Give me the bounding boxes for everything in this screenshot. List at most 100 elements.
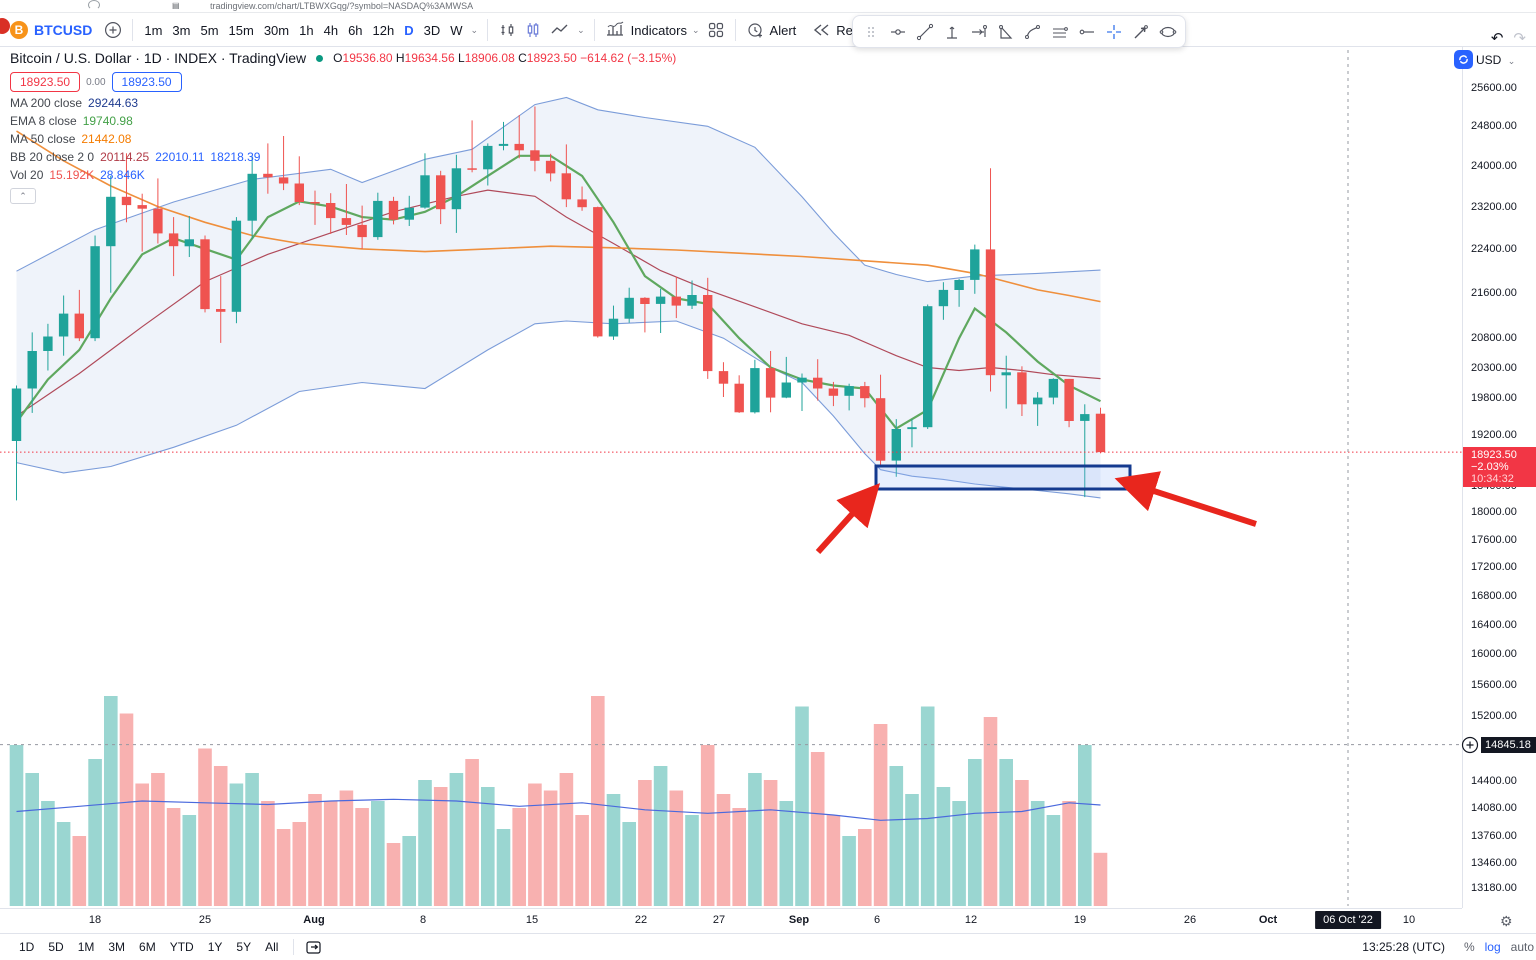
candle-body bbox=[530, 150, 540, 161]
toolbar-separator bbox=[593, 19, 595, 41]
sync-icon[interactable] bbox=[1454, 50, 1473, 69]
volume-bar bbox=[512, 808, 526, 906]
timeframe-12h[interactable]: 12h bbox=[372, 22, 395, 38]
candle-body bbox=[1064, 378, 1074, 421]
undo-icon[interactable]: ↶ bbox=[1490, 30, 1504, 47]
candle-body bbox=[923, 306, 933, 428]
drag-handle-icon[interactable] bbox=[857, 18, 884, 45]
timeframe-W[interactable]: W bbox=[450, 22, 463, 38]
candle-body bbox=[483, 145, 493, 170]
percent-scale-toggle[interactable]: % bbox=[1463, 940, 1475, 954]
legend-collapse-button[interactable]: ⌃ bbox=[10, 188, 36, 204]
utc-clock[interactable]: 13:25:28 (UTC) bbox=[1362, 940, 1445, 954]
price-axis[interactable]: 25600.00 24800.00 24000.00 23200.00 22400.00… bbox=[1461, 47, 1536, 908]
range-5d[interactable]: 5D bbox=[48, 940, 64, 954]
chart-legend: Bitcoin / U.S. Dollar · 1D · INDEX · Tra… bbox=[10, 50, 676, 204]
volume-bar bbox=[151, 773, 165, 906]
timeframe-5m[interactable]: 5m bbox=[200, 22, 219, 38]
volume-bars bbox=[9, 696, 1108, 906]
legend-row[interactable]: Vol 20 15.192K 28.846K bbox=[10, 168, 676, 182]
timeframe-1h[interactable]: 1h bbox=[299, 22, 314, 38]
extended-line-icon[interactable] bbox=[965, 18, 992, 45]
parallel-channel-icon[interactable] bbox=[1046, 18, 1073, 45]
range-all[interactable]: All bbox=[265, 940, 279, 954]
bollinger-lower-line bbox=[16, 320, 1101, 499]
indicators-icon[interactable] bbox=[601, 19, 629, 41]
trend-line-icon[interactable] bbox=[911, 18, 938, 45]
bar-style-icon[interactable] bbox=[494, 19, 520, 41]
url-bar[interactable]: tradingview.com/chart/LTBWXGqg/?symbol=N… bbox=[210, 1, 1030, 12]
timeframe-3D[interactable]: 3D bbox=[423, 22, 441, 38]
axis-settings-gear-icon[interactable]: ⚙ bbox=[1500, 913, 1513, 929]
candle-body bbox=[216, 309, 226, 312]
range-1y[interactable]: 1Y bbox=[207, 940, 223, 954]
volume-bar bbox=[748, 773, 762, 906]
range-3m[interactable]: 3M bbox=[108, 940, 126, 954]
range-ytd[interactable]: YTD bbox=[169, 940, 194, 954]
crosshair-icon[interactable] bbox=[1100, 18, 1127, 45]
legend-row[interactable]: BB 20 close 2 0 20114.25 22010.11 18218.39 bbox=[10, 150, 676, 164]
horizontal-ray-icon[interactable] bbox=[1073, 18, 1100, 45]
price-tick-label: 24000.00 bbox=[1471, 160, 1517, 172]
compare-add-icon[interactable] bbox=[100, 19, 126, 41]
indicators-button[interactable]: Indicators bbox=[630, 22, 687, 38]
symbol-search-button[interactable]: BTCUSD bbox=[34, 22, 93, 38]
candle-body bbox=[985, 249, 996, 376]
timeframe-3m[interactable]: 3m bbox=[172, 22, 191, 38]
legend-row[interactable]: MA 50 close 21442.08 bbox=[10, 132, 676, 146]
arrow-marker-icon[interactable] bbox=[1127, 18, 1154, 45]
info-line-icon[interactable] bbox=[938, 18, 965, 45]
annotation-arrow[interactable] bbox=[1114, 471, 1257, 527]
last-price-value: 18923.50 bbox=[1471, 449, 1517, 461]
indicators-chevron-icon[interactable]: ⌄ bbox=[692, 24, 700, 35]
range-5y[interactable]: 5Y bbox=[236, 940, 252, 954]
alert-clock-icon[interactable] bbox=[742, 19, 768, 41]
auto-scale-toggle[interactable]: auto bbox=[1510, 940, 1535, 954]
market-status-dot[interactable] bbox=[316, 54, 324, 62]
range-1d[interactable]: 1D bbox=[19, 940, 35, 954]
go-to-date-icon[interactable] bbox=[302, 938, 326, 956]
replay-icon[interactable] bbox=[808, 20, 834, 40]
layout-grid-icon[interactable] bbox=[703, 19, 729, 41]
currency-dropdown[interactable]: USD ⌄ bbox=[1476, 53, 1516, 67]
timeframe-6h[interactable]: 6h bbox=[348, 22, 363, 38]
candle-style-icon[interactable] bbox=[520, 19, 546, 41]
redo-icon[interactable]: ↷ bbox=[1513, 30, 1526, 47]
range-1m[interactable]: 1M bbox=[77, 940, 95, 954]
volume-bar bbox=[496, 829, 511, 906]
candle-body bbox=[828, 388, 839, 396]
timeframe-15m[interactable]: 15m bbox=[228, 22, 254, 38]
triangle-pattern-icon[interactable] bbox=[992, 18, 1019, 45]
ellipse-icon[interactable] bbox=[1154, 18, 1181, 45]
alert-button[interactable]: Alert bbox=[769, 22, 797, 38]
timeframe-4h[interactable]: 4h bbox=[323, 22, 339, 38]
buy-price-button[interactable]: 18923.50 bbox=[111, 72, 182, 92]
url-text: tradingview.com/chart/LTBWXGqg/?symbol=N… bbox=[210, 1, 474, 11]
time-axis[interactable]: 18 25 Aug 8 15 22 27 Sep 6 12 19 26 Oct 10 06 Oct '22 bbox=[0, 908, 1462, 933]
cross-dot-icon[interactable] bbox=[884, 18, 911, 45]
timeframe-1m[interactable]: 1m bbox=[144, 22, 163, 38]
volume-bar bbox=[9, 745, 24, 906]
extension-icon[interactable]: ▤ bbox=[172, 1, 180, 10]
annotation-arrow[interactable] bbox=[815, 483, 881, 555]
timeframe-D[interactable]: D bbox=[404, 22, 414, 38]
candle-body bbox=[624, 297, 634, 319]
timeframe-chevron-icon[interactable]: ⌄ bbox=[470, 24, 479, 35]
support-zone-rectangle[interactable] bbox=[874, 464, 1132, 491]
sell-price-button[interactable]: 18923.50 bbox=[10, 72, 81, 92]
legend-label: Vol 20 bbox=[10, 168, 44, 182]
reload-icon[interactable] bbox=[88, 0, 100, 10]
timeframe-30m[interactable]: 30m bbox=[263, 22, 290, 38]
range-6m[interactable]: 6M bbox=[139, 940, 156, 954]
legend-row[interactable]: MA 200 close 29244.63 bbox=[10, 96, 676, 110]
style-chevron-icon[interactable]: ⌄ bbox=[577, 24, 585, 35]
volume-bar bbox=[983, 717, 998, 906]
legend-row[interactable]: EMA 8 close 19740.98 bbox=[10, 114, 676, 128]
add-alert-plus-icon[interactable] bbox=[1461, 736, 1479, 759]
price-tick-label: 14080.00 bbox=[1471, 802, 1517, 814]
line-style-icon[interactable] bbox=[546, 19, 574, 41]
log-scale-toggle[interactable]: log bbox=[1484, 940, 1501, 954]
curve-icon[interactable] bbox=[1019, 18, 1046, 45]
volume-bar bbox=[25, 773, 39, 906]
